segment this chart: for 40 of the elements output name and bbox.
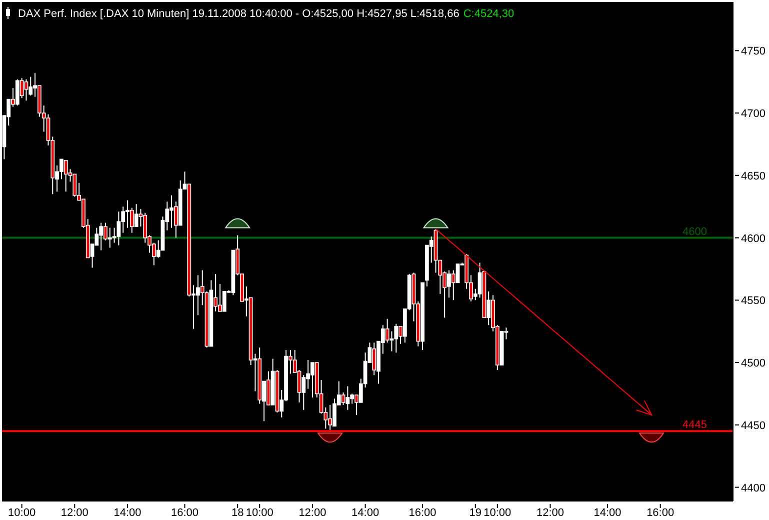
x-tick-label: 16:00 — [408, 507, 436, 519]
x-tick-label: 12:00 — [536, 507, 564, 519]
y-tick-label: 4500 — [741, 358, 766, 370]
x-tick-label: 16:00 — [170, 507, 199, 519]
x-tick-label: 10:00 — [246, 507, 274, 519]
x-tick-label: 12:00 — [60, 507, 88, 519]
candlestick — [116, 211, 121, 246]
candlestick — [134, 204, 138, 228]
y-tick-label: 4750 — [741, 46, 766, 58]
candlestick — [121, 206, 126, 234]
candlestick — [346, 386, 350, 410]
ref-line-label: 4445 — [682, 419, 707, 432]
text: DAX Perf. Index [.DAX 10 Minuten] 19.11.2008 10:40:00 - O:4525,00 H:4527,95 L:4518,66 — [18, 8, 460, 20]
x-tick-label: 18 — [231, 507, 244, 519]
text: C:4524,30 — [463, 8, 514, 20]
candlestick — [372, 342, 376, 376]
x-tick-label: 14:00 — [594, 507, 622, 519]
candlestick — [456, 264, 460, 284]
y-tick-label: 4650 — [741, 170, 766, 182]
ref-line-label: 4600 — [682, 226, 707, 238]
x-tick-label: 19 — [469, 507, 482, 519]
y-tick-label: 4550 — [741, 295, 766, 308]
candlestick — [341, 392, 346, 406]
candlestick — [64, 160, 68, 192]
x-tick-label: 14:00 — [114, 507, 142, 519]
candlestick — [108, 227, 112, 248]
candlestick — [302, 374, 306, 410]
y-tick-label: 4700 — [741, 108, 766, 120]
candlestick — [394, 323, 398, 354]
candlestick — [143, 212, 148, 244]
y-tick-label: 4450 — [741, 420, 766, 432]
x-tick-label: 12:00 — [298, 507, 326, 519]
x-tick-label: 10:00 — [8, 507, 36, 519]
candlestick — [28, 76, 33, 96]
x-tick-label: 10:00 — [484, 507, 512, 519]
x-tick-label: 16:00 — [646, 507, 674, 519]
y-tick-label: 4400 — [741, 482, 766, 494]
y-tick-label: 4600 — [741, 232, 766, 245]
x-tick-label: 14:00 — [352, 507, 380, 519]
candlestick — [222, 291, 226, 312]
